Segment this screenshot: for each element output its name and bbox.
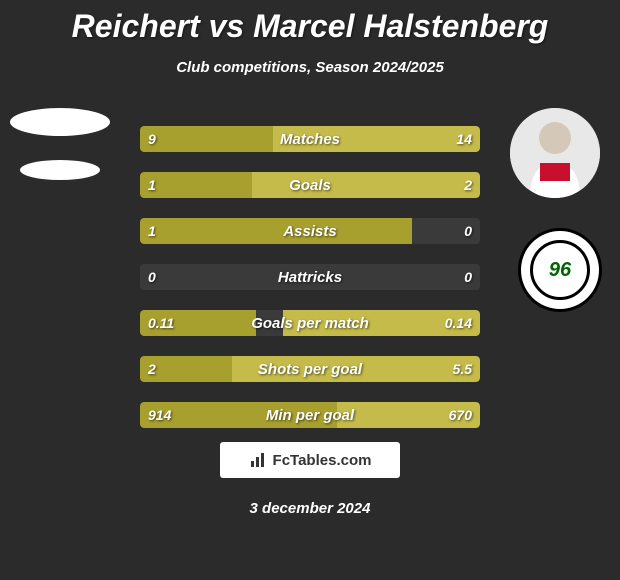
avatar-circle bbox=[510, 108, 600, 198]
stats-bars-container: Matches914Goals12Assists10Hattricks00Goa… bbox=[140, 126, 480, 448]
avatar-placeholder-shape bbox=[10, 108, 110, 136]
stat-value-left: 0 bbox=[148, 264, 156, 290]
player-silhouette-icon bbox=[510, 108, 600, 198]
stat-value-right: 14 bbox=[456, 126, 472, 152]
stat-value-left: 2 bbox=[148, 356, 156, 382]
stat-value-right: 0.14 bbox=[445, 310, 472, 336]
stat-value-right: 2 bbox=[464, 172, 472, 198]
avatar-placeholder-shape bbox=[20, 160, 100, 180]
stat-value-left: 914 bbox=[148, 402, 171, 428]
stat-row: Hattricks0 0 bbox=[140, 264, 480, 290]
stat-row: Goals per match0.11 0.14 bbox=[140, 310, 480, 336]
stat-row: Matches9 14 bbox=[140, 126, 480, 152]
player-left-avatar bbox=[10, 108, 110, 208]
brand-badge: FcTables.com bbox=[220, 442, 400, 478]
comparison-date: 3 december 2024 bbox=[0, 500, 620, 517]
comparison-title: Reichert vs Marcel Halstenberg bbox=[0, 0, 620, 45]
stat-value-right: 0 bbox=[464, 218, 472, 244]
player-right-avatar bbox=[510, 108, 600, 198]
stat-value-right: 0 bbox=[464, 264, 472, 290]
stat-value-left: 1 bbox=[148, 218, 156, 244]
stat-value-right: 670 bbox=[449, 402, 472, 428]
club-logo-text: 96 bbox=[530, 240, 590, 300]
club-logo-right: 96 bbox=[518, 228, 602, 312]
stat-value-left: 0.11 bbox=[148, 310, 174, 336]
brand-text: FcTables.com bbox=[273, 452, 372, 469]
stat-label: Hattricks bbox=[140, 264, 480, 290]
stat-label: Min per goal bbox=[140, 402, 480, 428]
stat-row: Min per goal914 670 bbox=[140, 402, 480, 428]
stat-value-left: 1 bbox=[148, 172, 156, 198]
stat-label: Goals per match bbox=[140, 310, 480, 336]
stat-label: Assists bbox=[140, 218, 480, 244]
comparison-subtitle: Club competitions, Season 2024/2025 bbox=[0, 59, 620, 76]
stat-label: Goals bbox=[140, 172, 480, 198]
stat-value-left: 9 bbox=[148, 126, 156, 152]
stat-row: Assists1 0 bbox=[140, 218, 480, 244]
stat-value-right: 5.5 bbox=[453, 356, 472, 382]
stat-label: Matches bbox=[140, 126, 480, 152]
chart-icon bbox=[249, 451, 267, 469]
stat-label: Shots per goal bbox=[140, 356, 480, 382]
stat-row: Goals1 2 bbox=[140, 172, 480, 198]
stat-row: Shots per goal2 5.5 bbox=[140, 356, 480, 382]
